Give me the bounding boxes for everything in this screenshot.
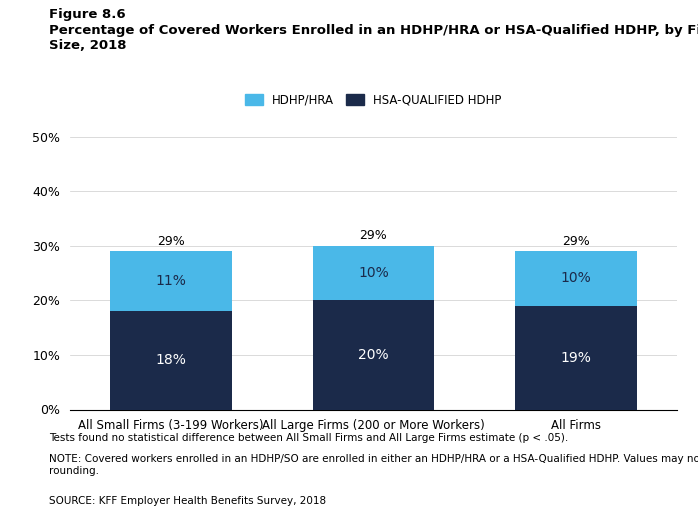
- Bar: [110, 251, 232, 311]
- Text: 29%: 29%: [562, 235, 590, 248]
- Text: SOURCE: KFF Employer Health Benefits Survey, 2018: SOURCE: KFF Employer Health Benefits Sur…: [49, 496, 326, 506]
- Legend: HDHP/HRA, HSA-QUALIFIED HDHP: HDHP/HRA, HSA-QUALIFIED HDHP: [245, 93, 502, 106]
- Text: Tests found no statistical difference between All Small Firms and All Large Firm: Tests found no statistical difference be…: [49, 433, 568, 443]
- Text: 20%: 20%: [358, 348, 389, 362]
- Text: Figure 8.6: Figure 8.6: [49, 8, 126, 21]
- Text: 11%: 11%: [156, 274, 186, 288]
- Text: 18%: 18%: [156, 353, 186, 368]
- Text: 10%: 10%: [560, 271, 591, 286]
- Bar: [515, 306, 637, 410]
- Bar: [515, 251, 637, 306]
- Text: 29%: 29%: [359, 229, 387, 243]
- Text: NOTE: Covered workers enrolled in an HDHP/SO are enrolled in either an HDHP/HRA : NOTE: Covered workers enrolled in an HDH…: [49, 454, 698, 476]
- Text: 10%: 10%: [358, 266, 389, 280]
- Bar: [313, 246, 434, 300]
- Bar: [110, 311, 232, 410]
- Text: 19%: 19%: [560, 351, 591, 365]
- Text: Percentage of Covered Workers Enrolled in an HDHP/HRA or HSA-Qualified HDHP, by : Percentage of Covered Workers Enrolled i…: [49, 24, 698, 51]
- Bar: [313, 300, 434, 410]
- Text: 29%: 29%: [157, 235, 185, 248]
